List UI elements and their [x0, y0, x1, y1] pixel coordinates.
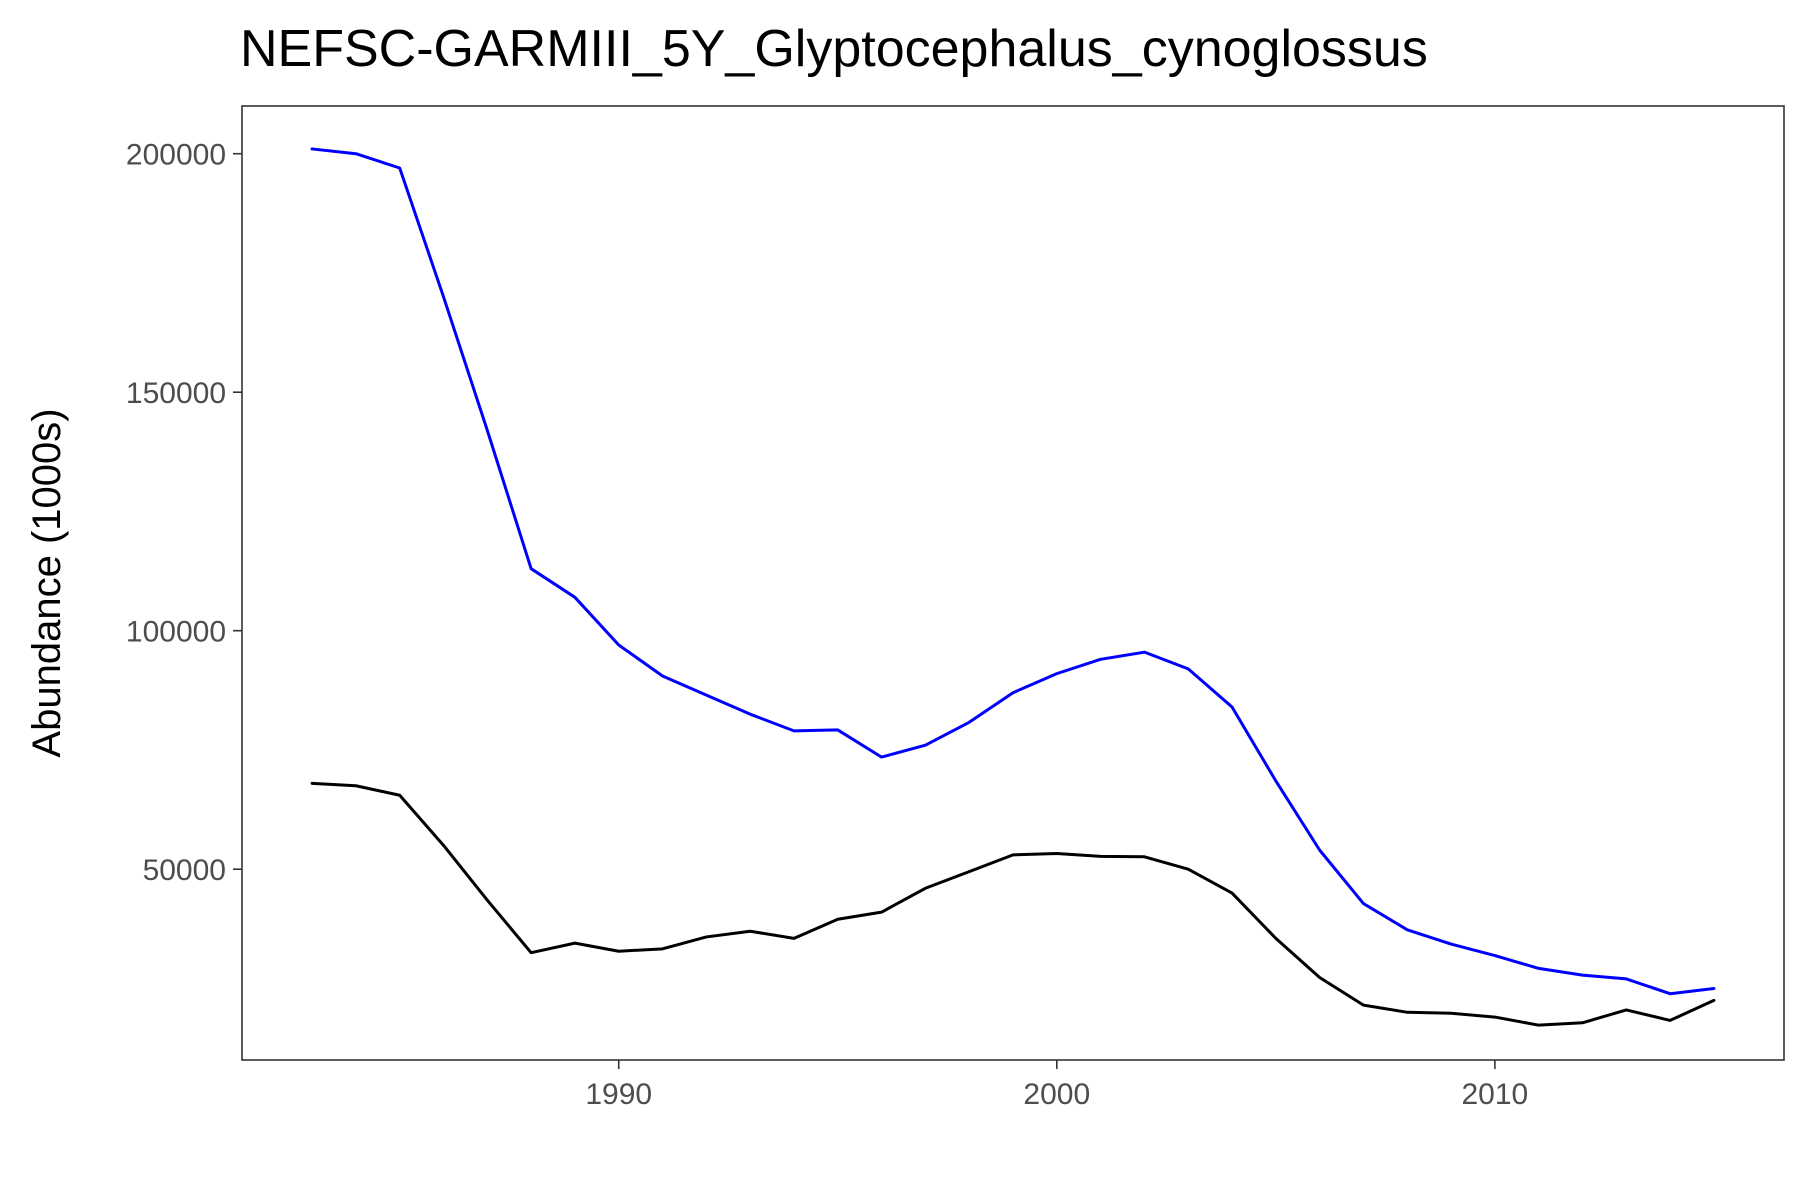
plot-panel [241, 105, 1785, 1061]
y-axis: 50000 100000 150000 200000 [126, 139, 242, 887]
x-tick-label: 2000 [1023, 1078, 1090, 1111]
y-axis-label: Abundance (1000s) [25, 408, 69, 757]
y-tick-label: 100000 [126, 616, 226, 649]
y-tick-label: 200000 [126, 139, 226, 172]
y-tick-label: 150000 [126, 377, 226, 410]
x-tick-label: 2010 [1462, 1078, 1529, 1111]
y-tick-label: 50000 [143, 854, 226, 887]
series-line-2 [310, 781, 1716, 1027]
series-line-1 [310, 147, 1716, 996]
series-group [310, 147, 1716, 1027]
x-tick-label: 1990 [585, 1078, 652, 1111]
chart-title: NEFSC-GARMIII_5Y_Glyptocephalus_cynoglos… [240, 20, 1428, 78]
x-axis: 1990 2000 2010 [585, 1060, 1528, 1111]
